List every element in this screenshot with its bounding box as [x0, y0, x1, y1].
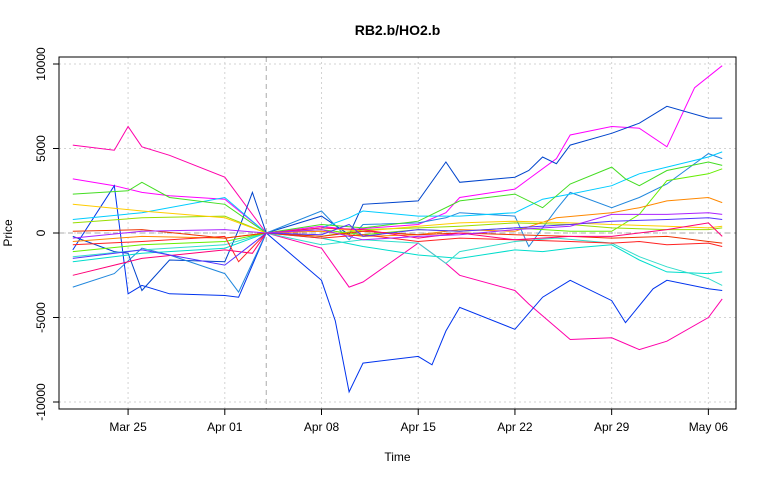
series-line-9 [72, 161, 723, 234]
series-line-2 [72, 65, 723, 234]
series-line-17 [72, 217, 723, 266]
x-tick-label: Mar 25 [109, 420, 147, 434]
series-line-3 [72, 184, 723, 394]
y-tick-label: 0 [34, 229, 48, 236]
series-line-14 [72, 232, 723, 263]
chart-title: RB2.b/HO2.b [355, 22, 441, 38]
y-tick-label: 5000 [34, 135, 48, 162]
series-line-7 [72, 232, 723, 275]
y-axis: -10000 -5000 0 5000 10000 [34, 47, 59, 421]
series-line-16 [72, 222, 723, 276]
y-tick-label: 10000 [34, 47, 48, 81]
x-tick-label: May 06 [689, 420, 729, 434]
series-line-18 [72, 212, 723, 241]
series-line-13 [72, 203, 723, 234]
series-line-5 [72, 153, 723, 294]
y-tick-label: -10000 [34, 383, 48, 421]
series-line-6 [72, 151, 723, 234]
series-line-11 [72, 215, 723, 237]
x-axis-label: Time [384, 450, 411, 464]
series-line-4 [72, 105, 723, 292]
y-axis-label: Price [1, 219, 15, 247]
x-tick-label: Apr 15 [401, 420, 437, 434]
x-tick-label: Apr 01 [207, 420, 243, 434]
series-layer [72, 65, 723, 394]
x-tick-label: Apr 08 [304, 420, 340, 434]
x-tick-label: Apr 22 [497, 420, 533, 434]
series-line-15 [72, 229, 723, 244]
x-axis: Mar 25 Apr 01 Apr 08 Apr 15 Apr 22 Apr 29 May … [109, 408, 729, 434]
x-tick-label: Apr 29 [594, 420, 630, 434]
y-tick-label: -5000 [34, 302, 48, 333]
series-line-8 [72, 232, 723, 286]
